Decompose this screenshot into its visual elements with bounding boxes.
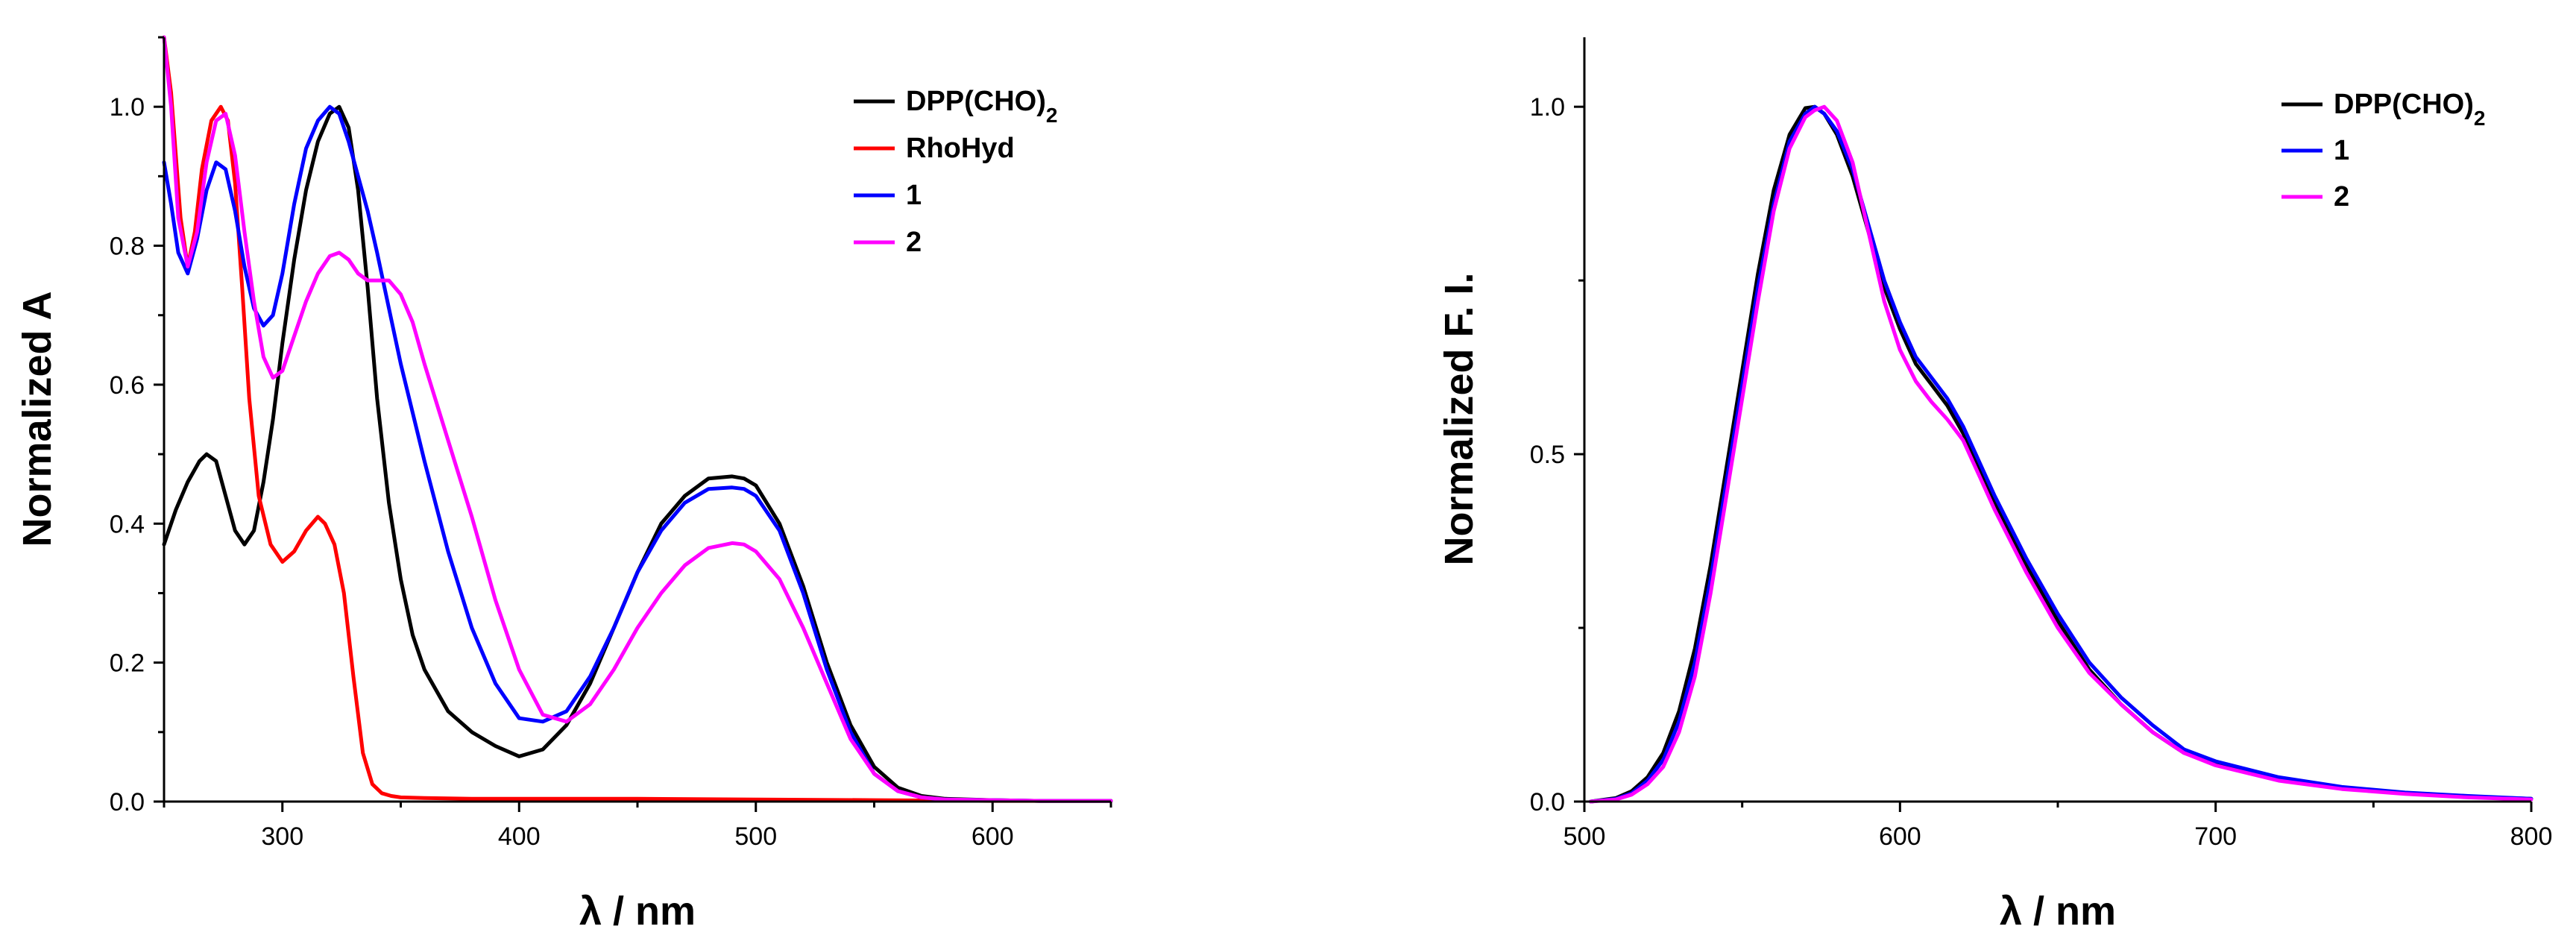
absorption-y-tick-label: 0.0	[110, 788, 145, 816]
absorption-legend-label-2: 2	[906, 227, 922, 258]
absorption-x-tick-label: 400	[498, 822, 541, 851]
emission-legend-subscript: 2	[2474, 107, 2486, 130]
absorption-y-tick-label: 0.8	[110, 233, 145, 261]
absorption-legend: DPP(CHO)2 RhoHyd 1 2	[854, 86, 1057, 258]
absorption-series-1	[162, 104, 1113, 803]
emission-y-axis-title: Normalized F. I.	[1437, 272, 1481, 565]
absorption-y-tick-label: 0.6	[110, 371, 145, 400]
emission-legend-label-1: 1	[2334, 135, 2349, 166]
absorption-legend-label-1: 1	[906, 180, 922, 211]
emission-chart: 500 600 700 800 0.0 0.5 1.0 Normalized F. I. λ…	[1437, 37, 2552, 934]
absorption-legend-subscript: 2	[1046, 104, 1058, 127]
emission-series-group	[1589, 104, 2534, 804]
absorption-x-axis-title: λ / nm	[579, 889, 696, 934]
absorption-y-tick-label: 1.0	[110, 93, 145, 122]
emission-x-axis-title: λ / nm	[2000, 889, 2116, 934]
absorption-series-dpp-cho-2	[162, 104, 1113, 803]
absorption-x-tick-label: 300	[261, 822, 303, 851]
absorption-series-group	[162, 35, 1113, 803]
emission-series-1	[1589, 104, 2534, 804]
absorption-chart: 300 400 500 600 0.0 0.2 0.4 0.6 0.8 1.0 Normalize…	[15, 35, 1113, 934]
emission-x-tick-label: 600	[1879, 822, 1921, 851]
absorption-series-2	[162, 35, 1113, 803]
emission-y-tick-label: 0.5	[1530, 441, 1565, 469]
emission-ticks: 500 600 700 800 0.0 0.5 1.0	[1530, 93, 2553, 851]
emission-x-tick-label: 800	[2510, 822, 2553, 851]
absorption-series-rhohyd	[162, 35, 1113, 803]
emission-legend-label-dpp-cho-2: DPP(CHO)2	[2334, 89, 2485, 130]
absorption-y-axis-title: Normalized A	[15, 291, 60, 547]
emission-x-tick-label: 700	[2194, 822, 2237, 851]
emission-legend-label-2: 2	[2334, 181, 2349, 213]
absorption-y-tick-label: 0.2	[110, 649, 145, 678]
absorption-legend-label-dpp-cho-2: DPP(CHO)2	[906, 86, 1057, 127]
emission-y-tick-label: 0.0	[1530, 788, 1565, 816]
absorption-ticks: 300 400 500 600 0.0 0.2 0.4 0.6 0.8 1.0	[110, 36, 1112, 851]
emission-legend: DPP(CHO)2 1 2	[2281, 89, 2485, 213]
absorption-legend-label-rhohyd: RhoHyd	[906, 133, 1015, 164]
emission-series-2	[1589, 104, 2534, 804]
absorption-y-tick-label: 0.4	[110, 510, 145, 538]
absorption-x-tick-label: 600	[971, 822, 1014, 851]
absorption-x-tick-label: 500	[734, 822, 777, 851]
emission-x-tick-label: 500	[1563, 822, 1606, 851]
emission-y-tick-label: 1.0	[1530, 93, 1565, 122]
